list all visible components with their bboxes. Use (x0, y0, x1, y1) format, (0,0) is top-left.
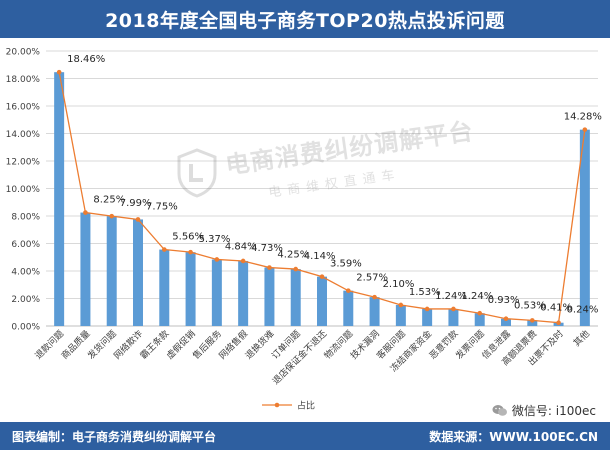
bar (369, 297, 380, 326)
data-label: 0.93% (488, 295, 520, 306)
y-tick-label: 0.00% (11, 323, 40, 333)
title-bar: 2018年度全国电子商务TOP20热点投诉问题 (0, 0, 610, 38)
y-tick-label: 6.00% (11, 240, 40, 250)
line-point (161, 247, 167, 252)
bar (448, 308, 459, 326)
y-tick-label: 4.00% (11, 268, 40, 278)
footer-bar: 图表编制：电子商务消费纠纷调解平台 数据来源：WWW.100EC.CN (0, 422, 610, 450)
data-label: 8.25% (93, 195, 125, 206)
y-tick-label: 2.00% (11, 295, 40, 305)
data-label: 18.46% (67, 54, 105, 65)
footer-source: 数据来源：WWW.100EC.CN (429, 430, 598, 444)
data-label: 1.24% (461, 291, 493, 302)
chart-svg: 0.00% 2.00% 4.00% 6.00% 8.00% 10.00% 12.00% 14.… (6, 48, 602, 412)
line-point (556, 320, 561, 326)
line-point (109, 213, 115, 219)
data-label: 5.56% (172, 232, 204, 243)
bar (527, 320, 538, 326)
line-point (56, 69, 62, 75)
line-point (188, 249, 193, 255)
bar (238, 260, 249, 326)
y-tick-label: 18.00% (6, 75, 41, 85)
y-tick-label: 14.00% (6, 130, 41, 140)
data-label: 7.99% (120, 198, 152, 209)
data-label: 2.10% (383, 279, 415, 290)
data-label: 1.24% (435, 291, 467, 302)
data-label: 1.53% (409, 287, 441, 298)
y-tick-label: 16.00% (6, 103, 41, 113)
bar (501, 318, 511, 326)
data-label: 3.59% (330, 259, 362, 270)
bar (290, 269, 301, 326)
data-label: 4.84% (225, 241, 257, 252)
y-tick-label: 8.00% (11, 213, 40, 223)
bar (106, 216, 117, 326)
x-tick-label: 其他 (571, 328, 592, 349)
bar (395, 304, 406, 326)
footer-credit: 图表编制：电子商务消费纠纷调解平台 (12, 430, 217, 444)
line-point (135, 217, 141, 222)
bar (133, 219, 143, 326)
chart-title: 2018年度全国电子商务TOP20热点投诉问题 (105, 9, 505, 32)
y-tick-label: 12.00% (6, 158, 41, 168)
bar (211, 259, 222, 326)
data-label: 4.25% (277, 250, 309, 261)
bar (317, 276, 327, 326)
data-label: 0.53% (514, 301, 546, 312)
line-point (398, 302, 404, 308)
bar (159, 249, 170, 326)
bar (343, 290, 354, 326)
data-label: 0.41% (540, 302, 572, 313)
line-point (582, 127, 588, 132)
y-tick-label: 10.00% (6, 185, 41, 195)
wechat-badge: 微信号: i100ec (489, 402, 598, 419)
bar (579, 129, 590, 326)
line-point (267, 265, 272, 270)
data-label: 5.37% (199, 234, 231, 245)
wechat-icon (492, 405, 507, 416)
data-label: 4.14% (304, 251, 336, 262)
data-label: 14.28% (564, 112, 602, 123)
data-label: 0.24% (567, 305, 599, 316)
shield-logo-icon (177, 148, 217, 198)
line-point (214, 257, 220, 262)
bar (474, 313, 485, 326)
line-point (529, 318, 535, 323)
bar (185, 252, 196, 326)
line-point (345, 288, 351, 293)
line-point (424, 306, 430, 312)
line-point (319, 274, 325, 279)
bar (264, 267, 275, 326)
line-point (503, 316, 509, 322)
legend-label: 占比 (297, 400, 315, 412)
watermark: 电商消费纠纷调解平台 电商维权直通车 (175, 117, 475, 212)
bar (422, 308, 433, 326)
legend-marker (274, 402, 280, 408)
line-point (293, 266, 299, 272)
line-point (372, 294, 377, 300)
bar (80, 212, 91, 326)
line-point (477, 310, 483, 316)
wechat-id: 微信号: i100ec (511, 404, 596, 418)
line-point (240, 258, 246, 264)
data-label: 4.73% (251, 243, 283, 254)
y-tick-label: 20.00% (6, 48, 41, 58)
line-point (83, 210, 88, 215)
data-label: 2.57% (356, 273, 388, 284)
bar (54, 72, 65, 326)
line-point (451, 306, 456, 312)
data-label: 7.75% (146, 201, 178, 212)
